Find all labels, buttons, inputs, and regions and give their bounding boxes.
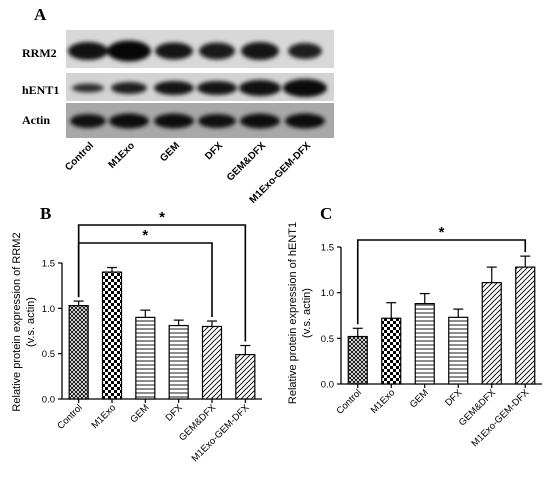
bar-m1exo bbox=[103, 272, 122, 399]
y-tick-label: 1.0 bbox=[42, 304, 55, 315]
x-category-label-m1exo-gem-dfx: M1Exo-GEM-DFX bbox=[190, 402, 252, 464]
bar-gem bbox=[415, 304, 434, 384]
bar-m1exo-gem-dfx bbox=[516, 267, 535, 384]
blot-band-hent1-dfx bbox=[197, 81, 237, 95]
significance-star: * bbox=[439, 224, 445, 241]
blot-band-hent1-m1exo bbox=[111, 82, 147, 94]
x-category-label-m1exo-gem-dfx: M1Exo-GEM-DFX bbox=[469, 387, 531, 449]
blot-lane-label-dfx: DFX bbox=[203, 140, 225, 162]
x-category-label-m1exo: M1Exo bbox=[369, 387, 398, 416]
x-category-label-gem: GEM bbox=[128, 402, 151, 425]
blot-band-hent1-gem bbox=[154, 81, 194, 95]
blot-row-label-actin: Actin bbox=[22, 113, 50, 127]
x-category-label-dfx: DFX bbox=[443, 387, 465, 409]
bar-m1exo bbox=[382, 318, 401, 384]
bar-control bbox=[69, 306, 88, 399]
y-tick-label: 0.0 bbox=[42, 395, 55, 406]
bar-dfx bbox=[169, 326, 188, 399]
blot-band-hent1-gem-dfx bbox=[239, 80, 281, 96]
y-tick-label: 0.0 bbox=[321, 380, 334, 391]
significance-bracket bbox=[79, 243, 212, 317]
blot-row-label-hent1: hENT1 bbox=[22, 83, 59, 97]
blot-lane-label-gem-dfx: GEM&DFX bbox=[225, 140, 268, 183]
x-category-label-control: Control bbox=[55, 402, 84, 431]
y-tick-label: 1.5 bbox=[321, 243, 334, 254]
significance-star: * bbox=[142, 227, 148, 244]
bar-gem bbox=[136, 317, 155, 399]
blot-band-rrm2-m1exo bbox=[107, 41, 151, 62]
blot-band-rrm2-dfx bbox=[199, 43, 235, 60]
bar-gem-dfx bbox=[203, 326, 222, 399]
blot-band-rrm2-gem-dfx bbox=[241, 42, 279, 60]
blot-band-actin-m1exo bbox=[109, 114, 149, 129]
western-blot: RRM2 hENT1 Actin Control M1Exo GEM DFX GEM&D… bbox=[22, 30, 334, 206]
y-axis-title-unit: (v.s. actin) bbox=[25, 297, 37, 347]
blot-band-hent1-m1exo-gem-dfx bbox=[283, 79, 327, 97]
blot-band-rrm2-m1exo-gem-dfx bbox=[288, 43, 322, 59]
blot-band-actin-m1exo-gem-dfx bbox=[285, 114, 325, 129]
x-category-label-m1exo: M1Exo bbox=[89, 402, 118, 431]
y-axis-title: Relative protein expression of hENT1 bbox=[287, 222, 299, 404]
chart-rrm2: Relative protein expression of RRM2 (v.s.… bbox=[11, 209, 262, 464]
bar-dfx bbox=[449, 317, 468, 384]
blot-band-actin-dfx bbox=[198, 114, 236, 128]
blot-lane-label-control: Control bbox=[63, 140, 96, 173]
blot-row-label-rrm2: RRM2 bbox=[22, 46, 57, 60]
bar-gem-dfx bbox=[482, 283, 501, 384]
chart-hent1: Relative protein expression of hENT1 (v.s… bbox=[287, 222, 542, 449]
y-tick-label: 0.5 bbox=[321, 334, 334, 345]
x-category-label-gem: GEM bbox=[408, 387, 431, 410]
bar-m1exo-gem-dfx bbox=[236, 355, 255, 399]
panel-a-letter: A bbox=[34, 5, 47, 24]
blot-band-actin-control bbox=[70, 114, 106, 128]
y-tick-label: 0.5 bbox=[42, 349, 55, 360]
y-tick-label: 1.5 bbox=[42, 259, 55, 270]
x-category-label-control: Control bbox=[334, 387, 363, 416]
y-axis-title: Relative protein expression of RRM2 bbox=[11, 232, 23, 411]
panel-b-letter: B bbox=[40, 204, 51, 223]
y-axis-title-unit: (v.s. actin) bbox=[301, 288, 313, 338]
blot-band-hent1-control bbox=[72, 84, 104, 93]
significance-star: * bbox=[159, 209, 165, 226]
bar-control bbox=[348, 337, 367, 384]
blot-band-actin-gem-dfx bbox=[240, 114, 280, 129]
blot-band-actin-gem bbox=[154, 114, 194, 129]
blot-band-rrm2-control bbox=[68, 42, 108, 60]
panel-c-letter: C bbox=[320, 204, 332, 223]
blot-lane-label-gem: GEM bbox=[158, 140, 182, 164]
blot-lane-label-m1exo: M1Exo bbox=[107, 140, 138, 171]
x-category-label-dfx: DFX bbox=[164, 402, 186, 424]
blot-band-rrm2-gem bbox=[155, 43, 193, 60]
y-tick-label: 1.0 bbox=[321, 288, 334, 299]
